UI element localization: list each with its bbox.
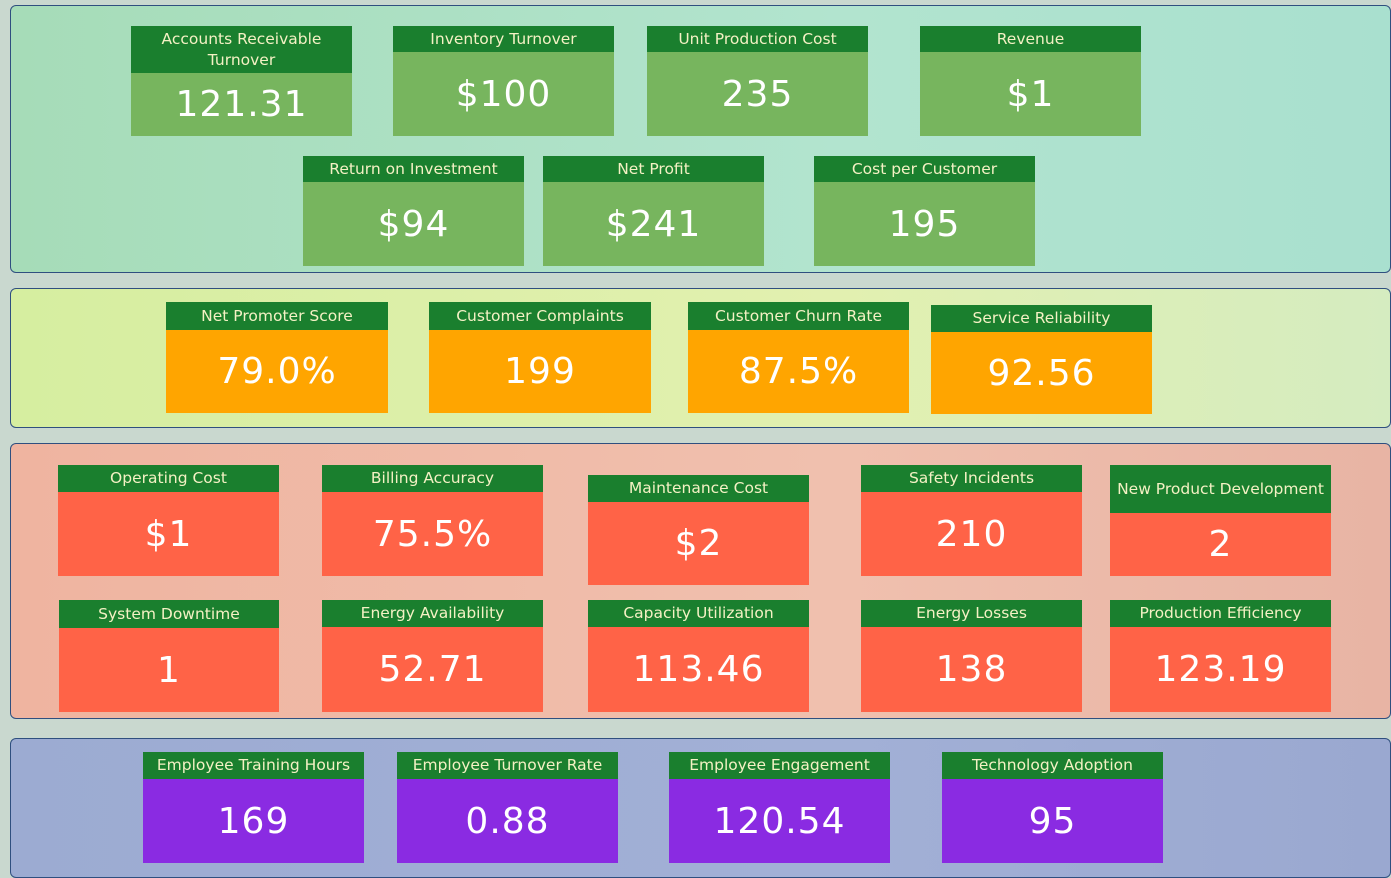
kpi-value: 75.5% <box>322 492 543 576</box>
kpi-card: Employee Engagement 120.54 <box>669 752 890 863</box>
kpi-card: Net Promoter Score 79.0% <box>166 302 388 413</box>
kpi-card: Capacity Utilization 113.46 <box>588 600 809 712</box>
kpi-label: Production Efficiency <box>1110 600 1331 627</box>
kpi-card: Unit Production Cost 235 <box>647 26 868 136</box>
kpi-card: Inventory Turnover $100 <box>393 26 614 136</box>
kpi-label: Net Profit <box>543 156 764 182</box>
kpi-value: 138 <box>861 627 1082 712</box>
kpi-value: $241 <box>543 182 764 266</box>
kpi-label: Technology Adoption <box>942 752 1163 779</box>
kpi-card: Revenue $1 <box>920 26 1141 136</box>
kpi-value: $2 <box>588 502 809 585</box>
kpi-card: Operating Cost $1 <box>58 465 279 576</box>
kpi-card: Service Reliability 92.56 <box>931 305 1152 414</box>
kpi-card: Energy Losses 138 <box>861 600 1082 712</box>
kpi-card: Maintenance Cost $2 <box>588 475 809 585</box>
kpi-label: Operating Cost <box>58 465 279 492</box>
kpi-value: $100 <box>393 52 614 136</box>
kpi-value: 121.31 <box>131 73 352 136</box>
kpi-card: Return on Investment $94 <box>303 156 524 266</box>
kpi-value: $94 <box>303 182 524 266</box>
kpi-label: Net Promoter Score <box>166 302 388 330</box>
kpi-label: Return on Investment <box>303 156 524 182</box>
kpi-value: 113.46 <box>588 627 809 712</box>
kpi-label: Employee Turnover Rate <box>397 752 618 779</box>
kpi-value: $1 <box>58 492 279 576</box>
kpi-label: Employee Engagement <box>669 752 890 779</box>
kpi-label: Employee Training Hours <box>143 752 364 779</box>
kpi-value: 120.54 <box>669 779 890 863</box>
kpi-label: Unit Production Cost <box>647 26 868 52</box>
kpi-card: Employee Training Hours 169 <box>143 752 364 863</box>
kpi-card: Billing Accuracy 75.5% <box>322 465 543 576</box>
kpi-value: 87.5% <box>688 330 909 413</box>
kpi-label: Billing Accuracy <box>322 465 543 492</box>
kpi-card: Cost per Customer 195 <box>814 156 1035 266</box>
kpi-value: $1 <box>920 52 1141 136</box>
kpi-label: System Downtime <box>59 600 279 628</box>
kpi-card: Net Profit $241 <box>543 156 764 266</box>
kpi-label: Inventory Turnover <box>393 26 614 52</box>
kpi-label: Energy Availability <box>322 600 543 627</box>
kpi-card: New Product Development 2 <box>1110 465 1331 576</box>
kpi-label: Safety Incidents <box>861 465 1082 492</box>
kpi-card: Employee Turnover Rate 0.88 <box>397 752 618 863</box>
kpi-label: Customer Complaints <box>429 302 651 330</box>
kpi-value: 52.71 <box>322 627 543 712</box>
kpi-label: New Product Development <box>1110 465 1331 513</box>
kpi-label: Maintenance Cost <box>588 475 809 502</box>
kpi-label: Capacity Utilization <box>588 600 809 627</box>
kpi-label: Cost per Customer <box>814 156 1035 182</box>
kpi-value: 0.88 <box>397 779 618 863</box>
kpi-value: 1 <box>59 628 279 712</box>
kpi-card: Energy Availability 52.71 <box>322 600 543 712</box>
kpi-card: System Downtime 1 <box>59 600 279 712</box>
kpi-card: Customer Churn Rate 87.5% <box>688 302 909 413</box>
kpi-value: 2 <box>1110 513 1331 576</box>
kpi-card: Safety Incidents 210 <box>861 465 1082 576</box>
kpi-label: Energy Losses <box>861 600 1082 627</box>
kpi-value: 199 <box>429 330 651 413</box>
kpi-label: Revenue <box>920 26 1141 52</box>
kpi-value: 95 <box>942 779 1163 863</box>
kpi-value: 169 <box>143 779 364 863</box>
kpi-value: 79.0% <box>166 330 388 413</box>
kpi-card: Production Efficiency 123.19 <box>1110 600 1331 712</box>
kpi-value: 210 <box>861 492 1082 576</box>
kpi-value: 92.56 <box>931 332 1152 414</box>
kpi-card: Technology Adoption 95 <box>942 752 1163 863</box>
kpi-label: Accounts Receivable Turnover <box>131 26 352 73</box>
kpi-label: Customer Churn Rate <box>688 302 909 330</box>
kpi-label: Service Reliability <box>931 305 1152 332</box>
kpi-card: Customer Complaints 199 <box>429 302 651 413</box>
kpi-card: Accounts Receivable Turnover 121.31 <box>131 26 352 136</box>
kpi-value: 123.19 <box>1110 627 1331 712</box>
kpi-value: 235 <box>647 52 868 136</box>
kpi-value: 195 <box>814 182 1035 266</box>
